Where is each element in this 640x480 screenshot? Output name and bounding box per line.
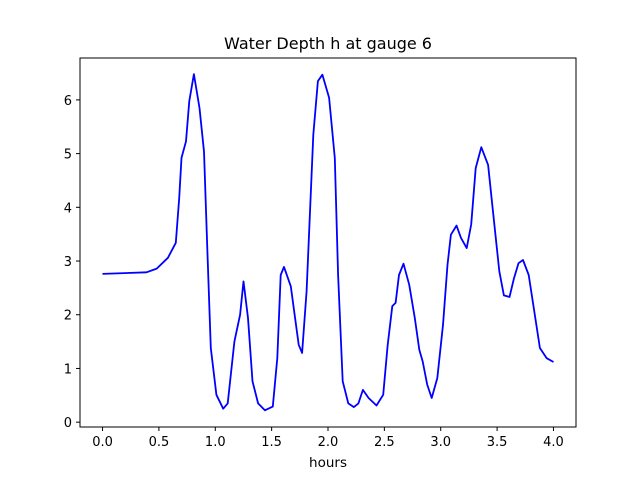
- y-tick-label: 1: [64, 362, 72, 377]
- plot-area-frame: [79, 57, 577, 428]
- x-tick-label: 2.5: [374, 435, 395, 450]
- y-tick-label: 4: [64, 201, 72, 216]
- x-tick-label: 2.0: [318, 435, 339, 450]
- chart-title: Water Depth h at gauge 6: [224, 34, 432, 53]
- y-tick-label: 2: [64, 309, 72, 324]
- x-axis: 0.0 0.5 1.0 1.5 2.0 2.5 3.0 3.5 4.0: [92, 427, 564, 450]
- x-axis-label: hours: [309, 455, 347, 471]
- x-tick-label: 1.0: [205, 435, 226, 450]
- x-tick-label: 0.0: [92, 435, 113, 450]
- y-tick-label: 5: [64, 148, 72, 163]
- y-tick-label: 0: [64, 416, 72, 431]
- y-tick-label: 6: [64, 94, 72, 109]
- y-axis: 0 1 2 3 4 5 6: [64, 94, 80, 431]
- x-tick-label: 3.5: [487, 435, 508, 450]
- series-line-h: [102, 73, 554, 412]
- x-tick-label: 0.5: [149, 435, 170, 450]
- x-tick-label: 1.5: [261, 435, 282, 450]
- x-tick-label: 4.0: [543, 435, 564, 450]
- x-tick-label: 3.0: [430, 435, 451, 450]
- y-tick-label: 3: [64, 255, 72, 270]
